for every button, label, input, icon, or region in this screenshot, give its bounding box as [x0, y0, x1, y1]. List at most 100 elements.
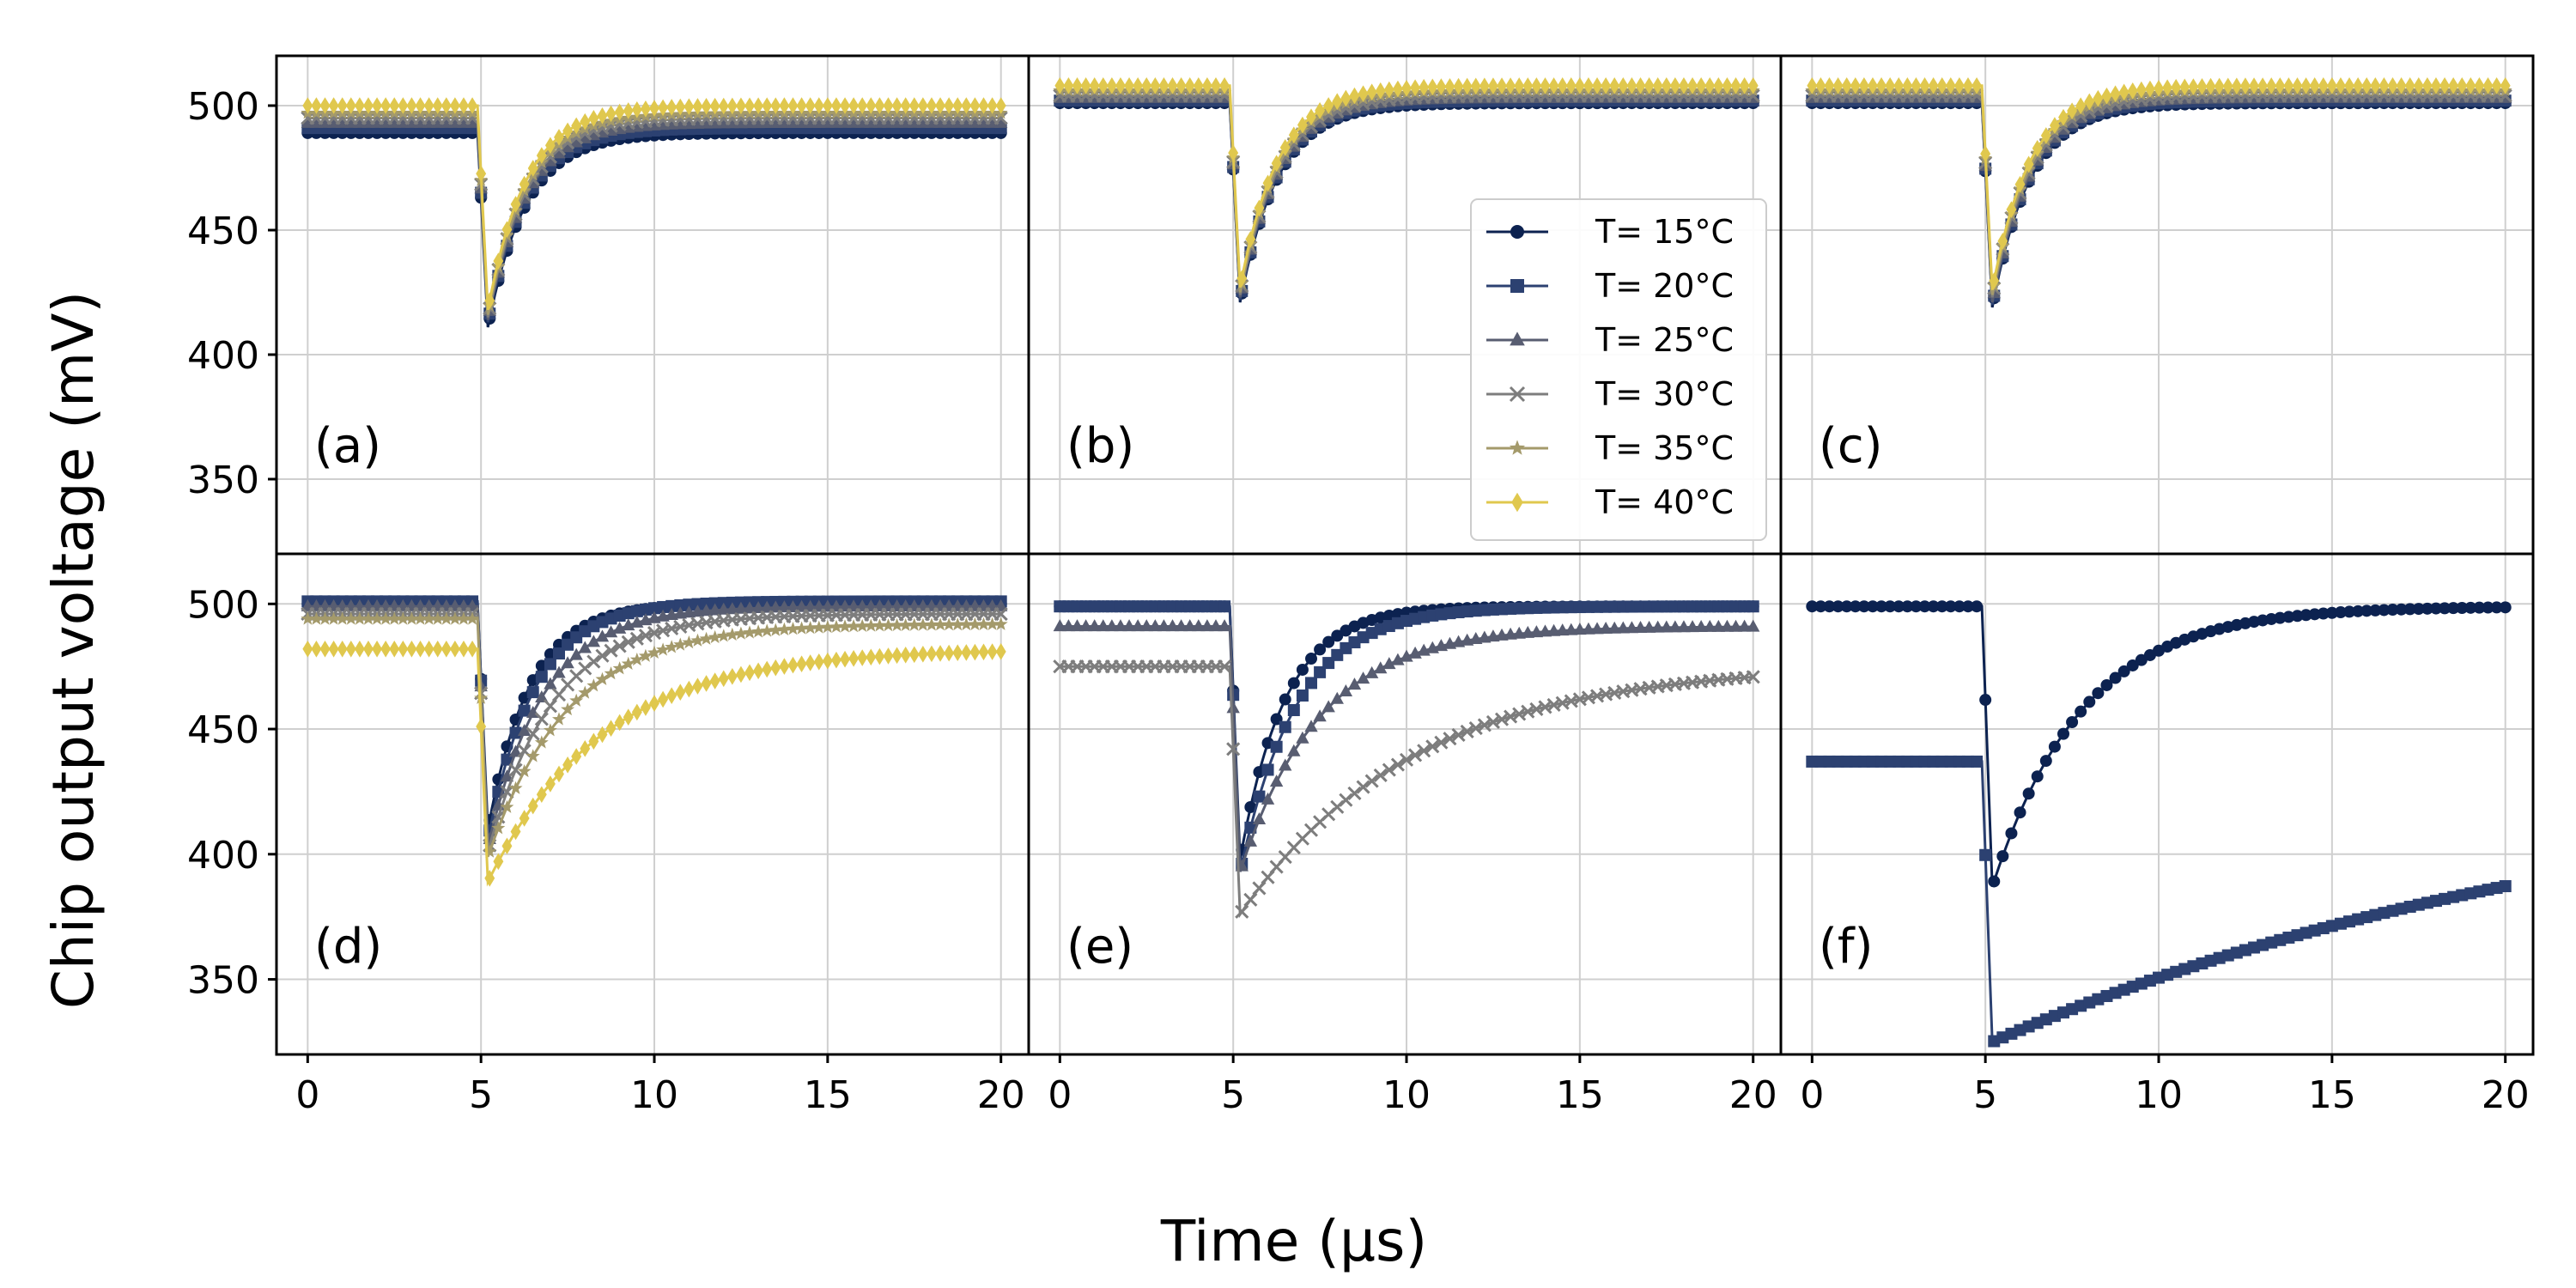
y-tick-label: 400: [187, 834, 259, 878]
data-point: [354, 640, 365, 658]
data-point: [786, 622, 800, 635]
data-point: [803, 115, 817, 128]
data-point: [554, 765, 564, 783]
x-tick-label: 10: [630, 1073, 678, 1117]
data-point: [1243, 892, 1258, 907]
data-point: [2291, 610, 2304, 623]
data-point: [760, 600, 774, 613]
data-point: [935, 97, 946, 114]
data-point: [1696, 77, 1707, 94]
data-point: [951, 617, 965, 631]
data-point: [431, 115, 445, 128]
data-point: [726, 116, 739, 129]
data-point: [872, 618, 887, 632]
data-point: [658, 690, 669, 708]
data-point: [751, 116, 765, 129]
data-point: [430, 611, 445, 625]
data-point: [326, 611, 341, 625]
data-point: [1252, 812, 1267, 825]
data-point: [831, 651, 841, 669]
plot-area: [1805, 77, 2512, 308]
data-point: [1218, 600, 1231, 613]
data-point: [337, 97, 348, 114]
data-point: [1747, 77, 1759, 94]
data-point: [631, 100, 642, 118]
data-point: [2464, 601, 2477, 614]
data-point: [1339, 683, 1353, 696]
data-point: [638, 629, 653, 643]
data-point: [1243, 834, 1258, 847]
data-point: [2257, 77, 2269, 94]
data-point: [517, 723, 532, 736]
data-point: [718, 97, 729, 115]
data-point: [2084, 93, 2095, 111]
data-point: [2014, 175, 2026, 193]
data-point: [1106, 77, 1117, 94]
data-point: [396, 115, 410, 128]
data-point: [779, 658, 790, 675]
data-point: [605, 720, 617, 738]
data-point: [735, 665, 746, 683]
data-point: [900, 97, 911, 114]
data-point: [699, 631, 714, 645]
data-point: [813, 97, 824, 114]
data-point: [787, 656, 799, 674]
data-point: [449, 97, 460, 114]
data-point: [311, 97, 322, 114]
data-point: [586, 654, 601, 669]
data-point: [1356, 780, 1370, 794]
panel-label: (a): [314, 418, 381, 474]
series-40C: [1807, 77, 2511, 290]
data-point: [561, 656, 574, 669]
data-point: [840, 97, 850, 114]
data-point: [735, 97, 746, 115]
data-point: [2465, 77, 2476, 94]
data-point: [890, 115, 904, 128]
series-40C: [302, 97, 1006, 311]
data-point: [2222, 77, 2233, 95]
data-point: [1236, 270, 1248, 288]
data-point: [944, 644, 955, 662]
data-point: [1601, 77, 1612, 94]
data-point: [1097, 77, 1109, 94]
y-tick-label: 500: [187, 85, 259, 129]
data-point: [1176, 77, 1187, 94]
data-point: [597, 107, 608, 125]
data-point: [2117, 665, 2130, 677]
data-point: [561, 140, 574, 153]
data-point: [2325, 606, 2338, 619]
data-point: [2403, 603, 2416, 616]
data-point: [1261, 792, 1275, 805]
data-point: [883, 97, 894, 114]
data-point: [457, 611, 471, 625]
x-tick-label: 5: [1973, 1073, 1997, 1117]
data-point: [1806, 600, 1819, 613]
data-point: [1347, 786, 1362, 800]
data-point: [2499, 880, 2512, 893]
data-point: [302, 97, 313, 114]
data-point: [614, 103, 625, 121]
data-point: [2369, 604, 2382, 617]
data-point: [1226, 701, 1240, 714]
data-point: [927, 97, 937, 114]
data-point: [881, 618, 896, 632]
data-point: [1245, 230, 1256, 248]
series-20C: [1054, 600, 1759, 872]
data-point: [1643, 77, 1655, 94]
data-point: [432, 640, 443, 658]
data-point: [1996, 850, 2009, 863]
data-point: [597, 726, 608, 744]
data-point: [491, 821, 506, 835]
data-point: [1200, 619, 1214, 632]
data-point: [848, 650, 860, 667]
data-point: [787, 97, 799, 114]
data-point: [1089, 77, 1100, 94]
data-point: [318, 611, 332, 625]
data-point: [709, 97, 720, 115]
data-point: [847, 115, 860, 128]
data-point: [544, 658, 556, 671]
data-point: [908, 97, 920, 114]
data-point: [840, 650, 850, 668]
x-tick-label: 20: [977, 1073, 1025, 1117]
data-point: [1366, 83, 1377, 101]
